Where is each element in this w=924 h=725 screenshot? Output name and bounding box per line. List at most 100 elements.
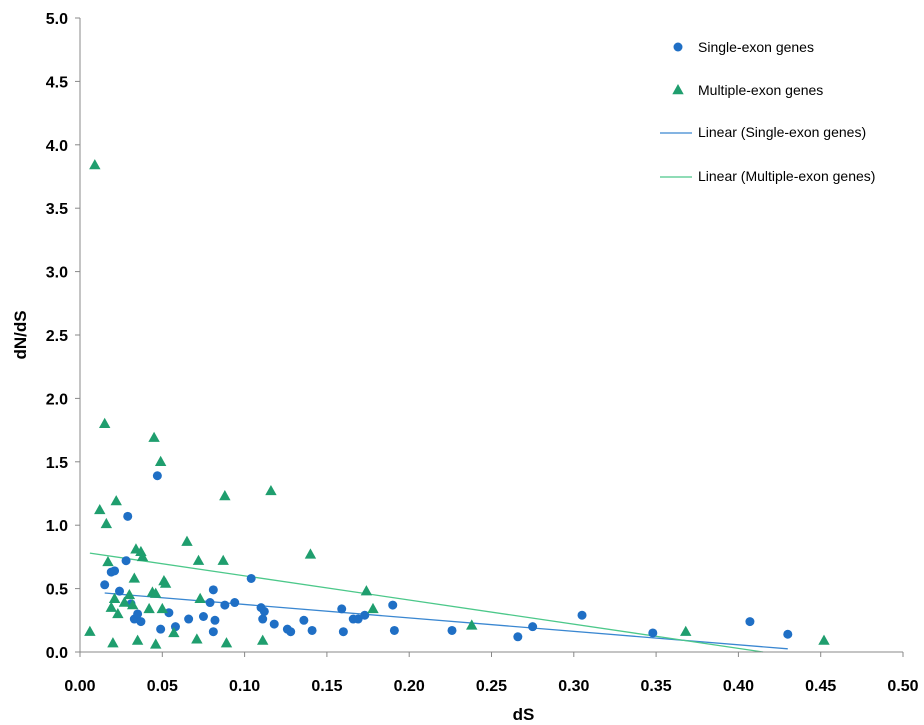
multiple-exon-point	[105, 601, 117, 612]
multiple-exon-point	[110, 495, 122, 506]
multiple-exon-point	[220, 637, 233, 648]
single-exon-point	[259, 606, 269, 616]
single-exon-point	[156, 624, 166, 634]
single-exon-point	[115, 586, 125, 596]
multiple-exon-point	[217, 554, 229, 565]
multiple-exon-point	[257, 634, 269, 645]
x-tick-label: 0.05	[147, 678, 178, 695]
x-axis-title: dS	[513, 705, 535, 724]
single-exon-point	[258, 614, 268, 624]
single-exon-point	[528, 622, 538, 632]
multiple-exon-point	[304, 548, 317, 559]
legend-label-linear-multiple-exon: Linear (Multiple-exon genes)	[698, 168, 875, 184]
plot-area	[84, 159, 830, 653]
legend-label-linear-single-exon: Linear (Single-exon genes)	[698, 124, 866, 140]
multiple-exon-point	[100, 517, 113, 529]
single-exon-point	[246, 573, 256, 583]
legend-marker-multiple-exon	[672, 84, 684, 95]
single-exon-point	[230, 598, 240, 608]
single-exon-point	[745, 617, 755, 627]
multiple-exon-point	[191, 633, 203, 644]
single-exon-point	[208, 585, 218, 595]
x-tick-label: 0.40	[723, 678, 754, 695]
y-tick-label: 4.5	[46, 74, 68, 91]
y-tick-label: 2.0	[46, 391, 68, 408]
single-exon-point	[286, 627, 296, 637]
x-tick-label: 0.35	[641, 678, 672, 695]
multiple-exon-point	[98, 417, 111, 428]
single-exon-point	[205, 598, 215, 608]
single-exon-point	[269, 619, 279, 629]
single-exon-point	[338, 627, 348, 637]
y-tick-label: 1.5	[46, 455, 68, 472]
x-tick-label: 0.10	[229, 678, 260, 695]
legend-marker-single-exon	[673, 42, 683, 52]
multiple-exon-point	[128, 572, 141, 583]
y-tick-label: 0.0	[46, 645, 68, 662]
legend-label-single-exon: Single-exon genes	[698, 39, 814, 55]
single-exon-point	[198, 611, 208, 621]
single-exon-point	[648, 628, 658, 638]
single-exon-point	[100, 580, 110, 590]
multiple-exon-point	[159, 577, 172, 588]
y-tick-label: 2.5	[46, 328, 68, 345]
legend-label-multiple-exon: Multiple-exon genes	[698, 82, 823, 98]
single-exon-point	[123, 511, 133, 521]
x-tick-label: 0.25	[476, 678, 507, 695]
x-tick-label: 0.30	[558, 678, 589, 695]
multiple-exon-point	[360, 585, 373, 596]
multiple-exon-point	[219, 490, 231, 501]
multiple-exon-point	[154, 455, 167, 466]
single-exon-point	[353, 614, 363, 624]
single-exon-point	[184, 614, 194, 624]
single-exon-point	[136, 617, 146, 627]
y-axis-title: dN/dS	[11, 310, 30, 359]
multiple-exon-point	[181, 535, 193, 546]
multiple-exon-point	[150, 638, 162, 649]
single-exon-point	[783, 629, 793, 639]
single-exon-point	[133, 609, 143, 619]
y-tick-label: 3.0	[46, 265, 68, 282]
single-exon-point	[110, 566, 120, 576]
y-tick-label: 3.5	[46, 201, 68, 218]
single-exon-point	[337, 604, 347, 614]
multiple-exon-point	[148, 431, 160, 442]
single-exon-point	[307, 625, 317, 635]
multiple-exon-point	[194, 592, 206, 603]
x-tick-label: 0.20	[394, 678, 425, 695]
single-exon-point	[121, 556, 131, 566]
single-exon-point	[299, 615, 309, 625]
x-tick-label: 0.00	[64, 678, 95, 695]
single-exon-point	[210, 615, 220, 625]
multiple-exon-point	[367, 602, 379, 614]
multiple-exon-point	[107, 637, 119, 648]
y-tick-label: 4.0	[46, 138, 68, 155]
single-exon-point	[389, 625, 399, 635]
single-exon-point	[577, 610, 587, 620]
multiple-exon-point	[168, 626, 180, 638]
multiple-exon-point	[94, 503, 106, 515]
multiple-exon-point	[466, 619, 478, 630]
single-exon-point	[152, 471, 162, 481]
x-tick-label: 0.50	[887, 678, 918, 695]
multiple-exon-point	[192, 554, 205, 565]
multiple-exon-point	[136, 550, 149, 562]
single-exon-point	[388, 600, 398, 610]
single-exon-point	[220, 600, 230, 610]
y-tick-label: 5.0	[46, 11, 68, 28]
multiple-exon-point	[112, 607, 124, 619]
single-exon-point	[208, 627, 218, 637]
axes: 0.0 0.5 1.0 1.5 2.0 2.5 3.0 3.5 4.0 4.5 5.0 0.00 0.0…	[11, 11, 919, 724]
y-tick-label: 1.0	[46, 518, 68, 535]
multiple-exon-point	[118, 596, 131, 607]
y-tick-label: 0.5	[46, 582, 68, 599]
multiple-exon-point	[131, 634, 144, 645]
single-exon-point	[447, 625, 457, 635]
multiple-exon-point	[150, 587, 162, 598]
multiple-exon-point	[126, 599, 139, 610]
legend: Single-exon genes Multiple-exon genes Line…	[660, 39, 875, 184]
multiple-exon-point	[265, 484, 277, 496]
multiple-exon-point	[123, 588, 136, 600]
x-tick-label: 0.45	[805, 678, 836, 695]
